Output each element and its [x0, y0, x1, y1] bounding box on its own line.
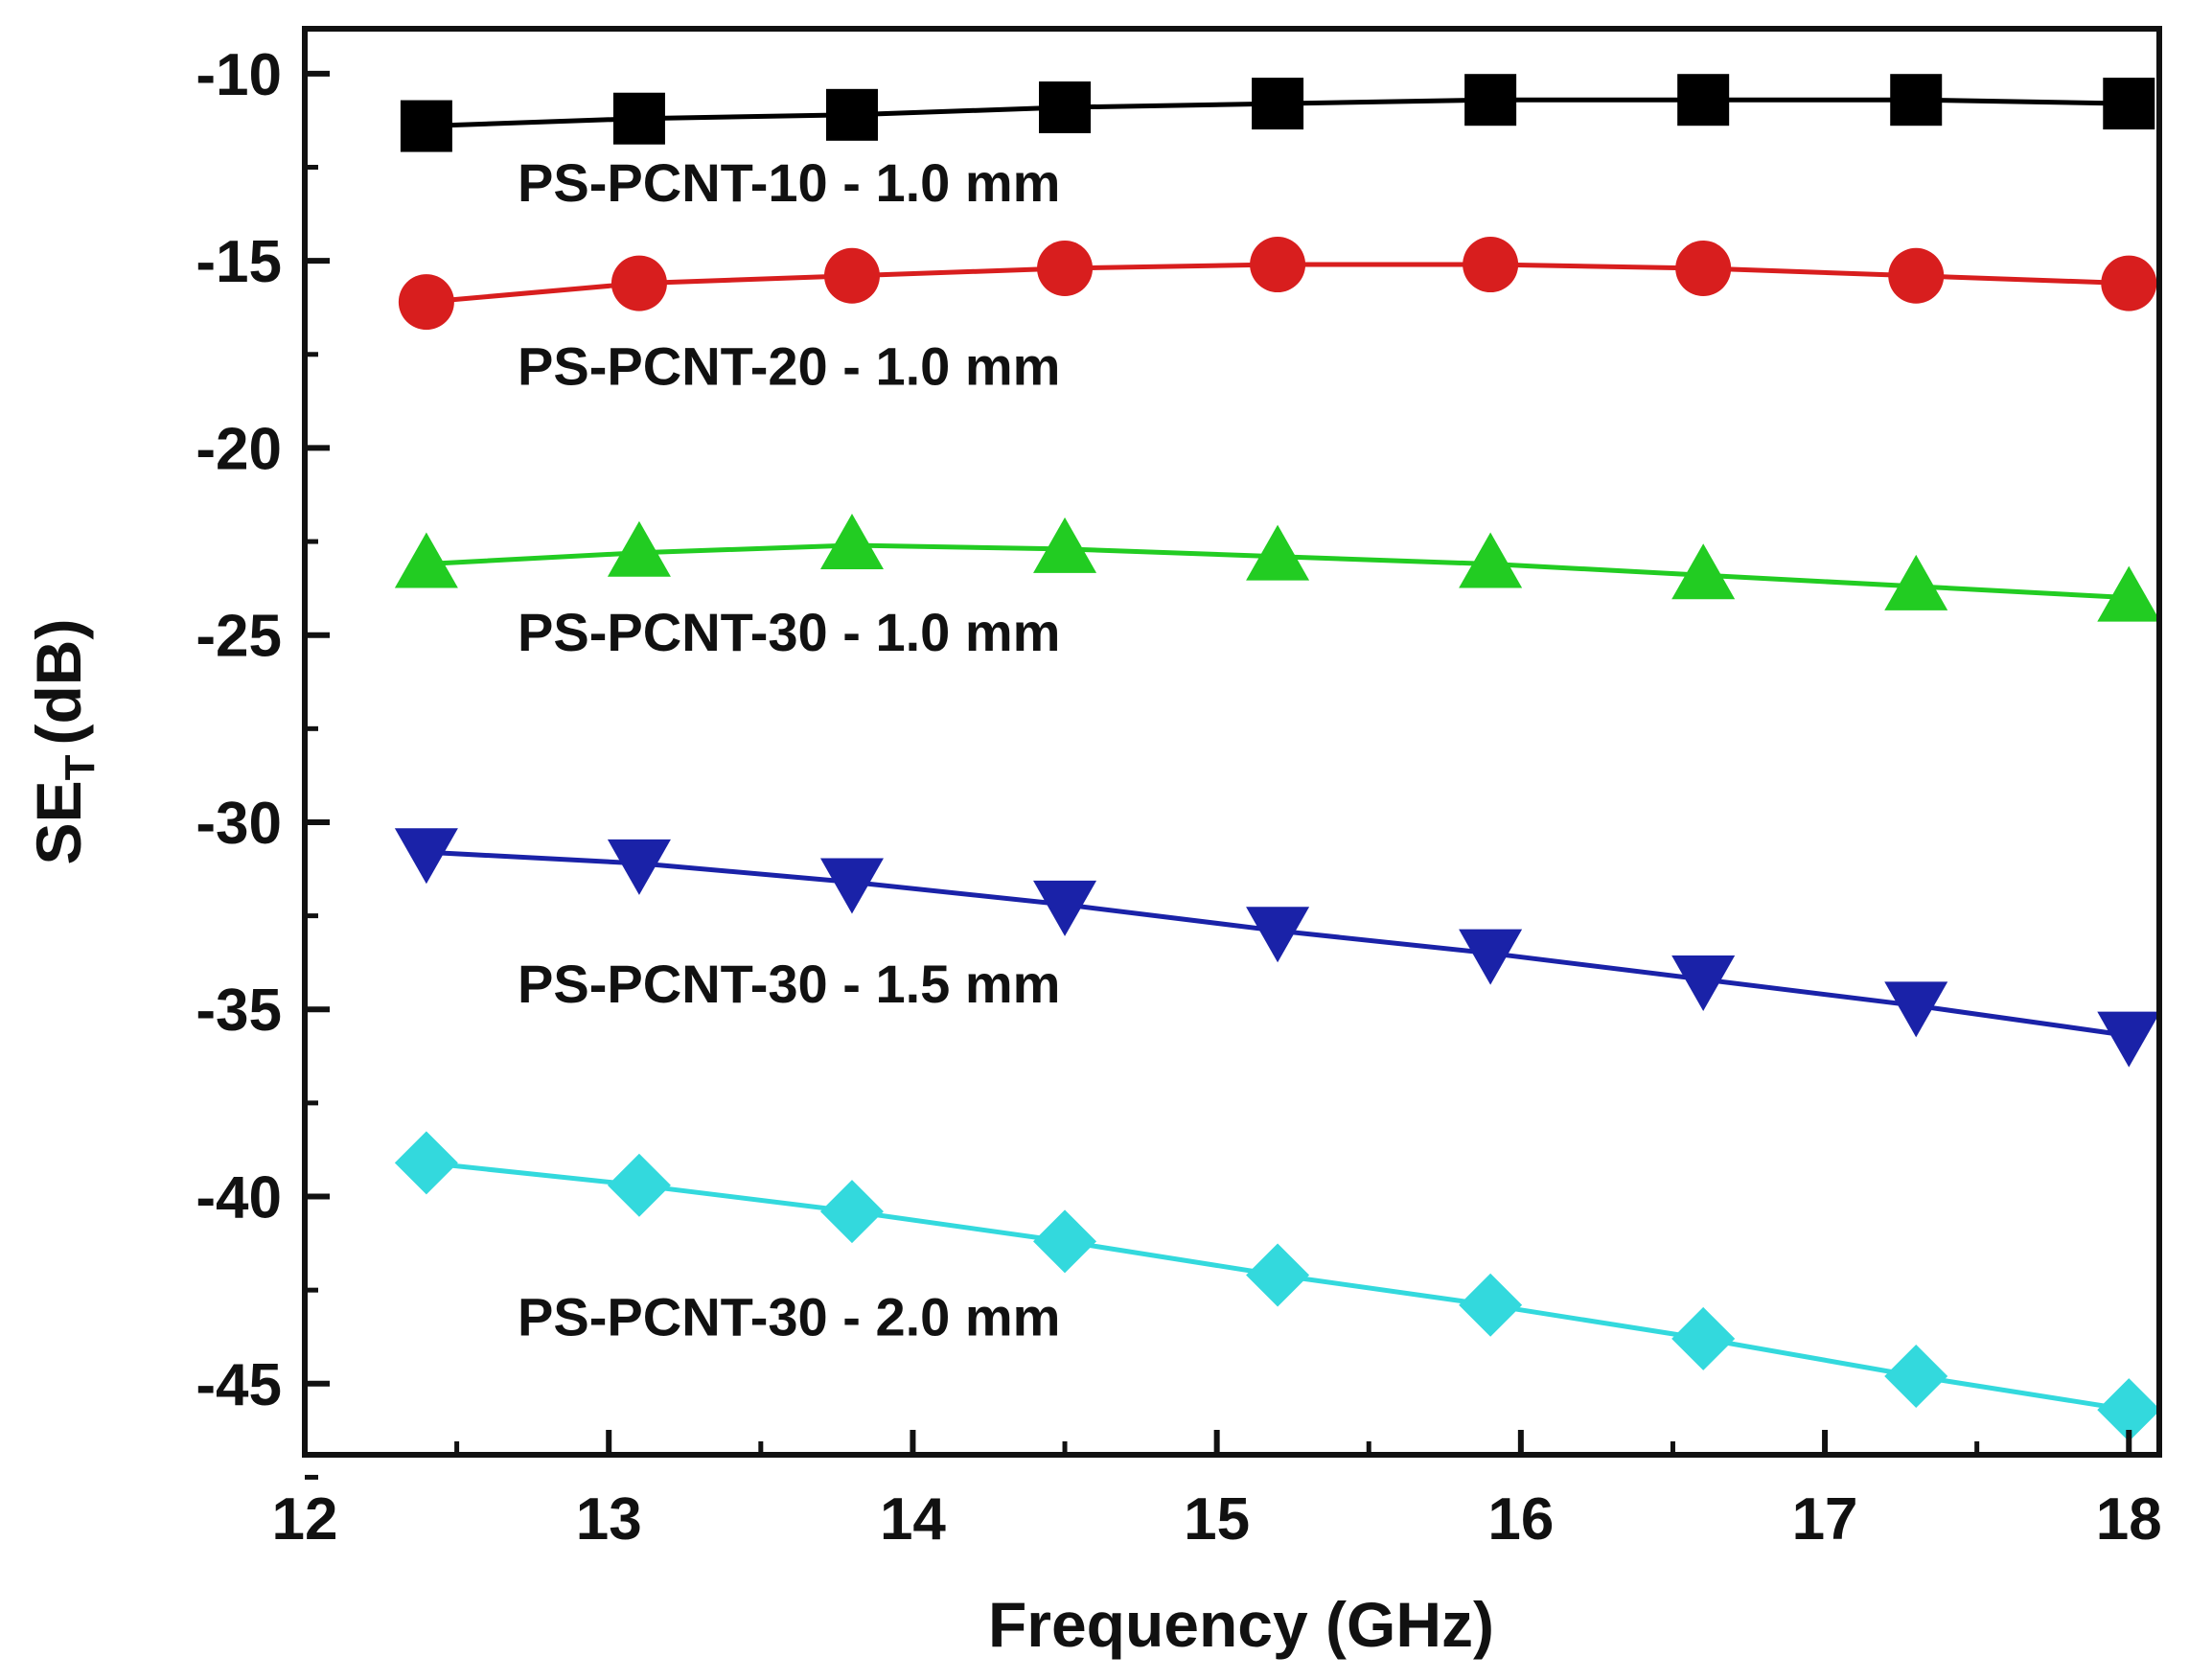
- circle-marker: [611, 255, 667, 311]
- square-marker: [1252, 78, 1304, 130]
- triangle-down-marker: [1671, 955, 1736, 1011]
- x-tick-label: 14: [880, 1486, 946, 1553]
- diamond-marker: [607, 1153, 671, 1217]
- series-group: PS-PCNT-30 - 2.0 mm: [394, 1131, 2161, 1442]
- plot-frame: [302, 26, 2162, 1458]
- triangle-up-marker: [394, 532, 458, 588]
- y-tick-label: -45: [196, 1352, 282, 1418]
- triangle-down-marker: [1884, 981, 1948, 1038]
- diamond-marker: [1459, 1273, 1523, 1337]
- square-marker: [1890, 74, 1943, 127]
- circle-marker: [1463, 237, 1519, 293]
- triangle-down-marker: [1459, 929, 1523, 985]
- y-tick-label: -15: [196, 229, 282, 295]
- square-marker: [2103, 78, 2155, 130]
- square-marker: [400, 100, 452, 152]
- y-tick-label: -20: [196, 416, 282, 482]
- square-marker: [1464, 74, 1517, 127]
- y-tick-label: -25: [196, 604, 282, 670]
- triangle-up-marker: [1671, 543, 1736, 600]
- y-axis-title-subscript: T: [57, 754, 104, 780]
- circle-marker: [398, 274, 454, 331]
- diamond-marker: [1033, 1209, 1097, 1274]
- square-marker: [825, 88, 878, 141]
- diamond-marker: [2097, 1378, 2161, 1442]
- triangle-down-marker: [819, 858, 884, 914]
- y-tick-label: -35: [196, 978, 282, 1044]
- series-label: PS-PCNT-30 - 1.0 mm: [518, 602, 1060, 662]
- triangle-up-marker: [819, 513, 884, 569]
- x-tick-label: 17: [1792, 1486, 1858, 1553]
- triangle-up-marker: [1246, 524, 1310, 581]
- triangle-up-marker: [1884, 554, 1948, 610]
- x-tick-label: 13: [576, 1486, 642, 1553]
- circle-marker: [2101, 255, 2157, 311]
- square-marker: [1039, 81, 1092, 134]
- diamond-marker: [1246, 1243, 1310, 1307]
- square-marker: [1677, 74, 1730, 127]
- x-axis-title: Frequency (GHz): [988, 1589, 1494, 1660]
- triangle-up-marker: [1459, 532, 1523, 588]
- diamond-marker: [394, 1131, 458, 1195]
- diamond-marker: [1884, 1344, 1948, 1408]
- y-tick-label: -10: [196, 42, 282, 108]
- x-tick-label: 12: [272, 1486, 338, 1553]
- series-label: PS-PCNT-30 - 1.5 mm: [518, 954, 1060, 1014]
- triangle-down-marker: [394, 828, 458, 885]
- series-layer: PS-PCNT-10 - 1.0 mm PS-PCNT-20 - 1.0 mm PS…: [394, 74, 2161, 1442]
- x-tick-label: 15: [1184, 1486, 1250, 1553]
- triangle-up-marker: [607, 520, 671, 577]
- square-marker: [612, 92, 665, 145]
- y-tick-label: -40: [196, 1165, 282, 1231]
- diamond-marker: [1671, 1306, 1736, 1370]
- y-axis-title: SET (dB): [23, 619, 104, 865]
- ticks-layer: 12 13 14 15 16 17 18 -10 -15 -20 -25 -30 -35 -40 -45: [196, 42, 2161, 1553]
- y-axis-title-main: SE: [23, 780, 94, 864]
- triangle-down-marker: [1033, 880, 1097, 936]
- triangle-down-marker: [607, 839, 671, 895]
- triangle-down-marker: [2097, 1011, 2161, 1068]
- triangle-up-marker: [2097, 565, 2161, 622]
- triangle-down-marker: [1246, 907, 1310, 963]
- y-tick-label: -30: [196, 791, 282, 857]
- circle-marker: [1250, 237, 1306, 293]
- circle-marker: [1037, 240, 1094, 296]
- series-group: PS-PCNT-30 - 1.0 mm: [394, 513, 2161, 662]
- circle-marker: [823, 247, 880, 304]
- series-label: PS-PCNT-20 - 1.0 mm: [518, 335, 1060, 396]
- series-group: PS-PCNT-30 - 1.5 mm: [394, 828, 2161, 1068]
- x-tick-label: 16: [1487, 1486, 1554, 1553]
- series-group: PS-PCNT-20 - 1.0 mm: [398, 237, 2157, 396]
- triangle-up-marker: [1033, 517, 1097, 573]
- x-tick-label: 18: [2096, 1486, 2162, 1553]
- y-axis-title-unit: (dB): [23, 619, 94, 746]
- diamond-marker: [819, 1180, 884, 1244]
- circle-marker: [1888, 247, 1945, 304]
- series-label: PS-PCNT-30 - 2.0 mm: [518, 1286, 1060, 1346]
- series-label: PS-PCNT-10 - 1.0 mm: [518, 152, 1060, 213]
- series-group: PS-PCNT-10 - 1.0 mm: [400, 74, 2155, 213]
- circle-marker: [1675, 240, 1732, 296]
